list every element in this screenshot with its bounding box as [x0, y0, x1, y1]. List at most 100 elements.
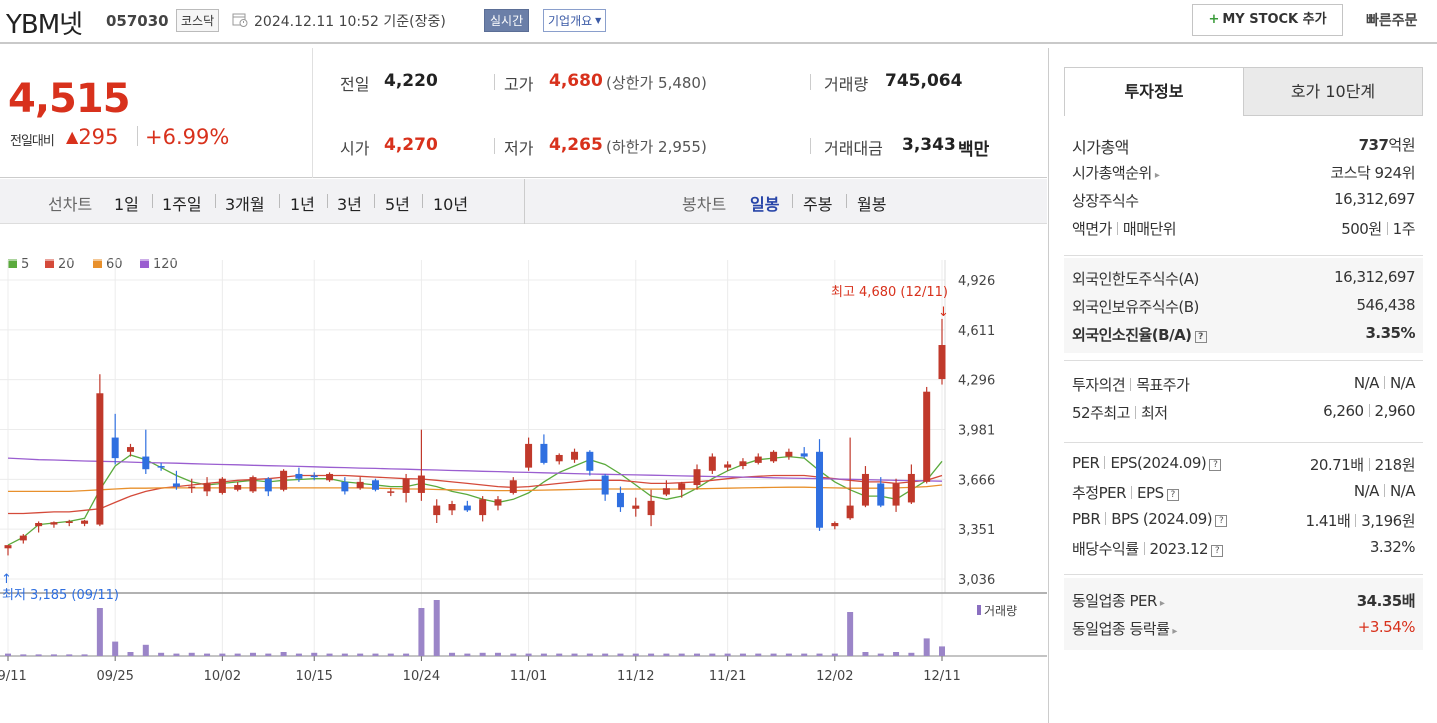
candle-body — [907, 473, 915, 503]
candle-body — [35, 522, 43, 527]
dividend-value: 3.32% — [1369, 538, 1416, 556]
amount-value: 3,343 — [902, 135, 956, 155]
volume-bar — [816, 653, 823, 656]
volume-bar — [494, 652, 501, 656]
y-tick-label: 4,296 — [958, 374, 995, 389]
legend-ma60: 60 — [93, 257, 123, 272]
industry-per-value: 34.35배 — [1356, 592, 1416, 610]
price-change: ▲295 — [66, 125, 118, 149]
candle-body — [770, 451, 778, 462]
pbr-labels: PBR BPS (2024.09)? — [1072, 510, 1228, 528]
company-overview-dropdown[interactable]: 기업개요 ▼ — [543, 9, 607, 32]
legend-ma120: 120 — [140, 257, 178, 272]
candle-weekly[interactable]: 주봉 — [803, 195, 833, 214]
chevron-right-icon: ▸ — [1154, 170, 1160, 181]
week52-high-label: 52주최고 — [1072, 404, 1131, 422]
candle-monthly[interactable]: 월봉 — [857, 195, 887, 214]
prev-close-label: 전일 — [340, 75, 370, 94]
est-eps-label: EPS — [1137, 484, 1164, 502]
plus-icon: + — [1208, 12, 1220, 27]
candle-body — [417, 475, 425, 493]
volume-bar — [249, 652, 256, 656]
period-1w[interactable]: 1주일 — [162, 195, 202, 214]
volume-bar — [387, 653, 394, 656]
divider — [374, 194, 375, 208]
high-value: 4,680 — [549, 71, 603, 91]
listed-shares-value: 16,312,697 — [1334, 190, 1415, 208]
period-3m[interactable]: 3개월 — [225, 195, 265, 214]
change-label: 전일대비 — [10, 134, 55, 149]
candle-body — [601, 475, 609, 495]
divider — [422, 194, 423, 208]
candle-body — [632, 505, 640, 509]
volume-bar — [204, 653, 211, 656]
help-icon[interactable]: ? — [1211, 545, 1224, 557]
candle-body — [923, 391, 931, 482]
candle-daily[interactable]: 일봉 — [750, 195, 780, 214]
candle-body — [433, 505, 441, 516]
legend-swatch — [45, 259, 54, 268]
period-10y[interactable]: 10년 — [433, 195, 469, 214]
candle-body — [341, 481, 349, 492]
divider — [215, 194, 216, 208]
divider — [1105, 512, 1107, 525]
volume-bar — [801, 653, 808, 656]
legend-ma20: 20 — [45, 257, 75, 272]
dividend-labels: 배당수익률 2023.12? — [1072, 538, 1224, 559]
ma120-line — [7, 457, 943, 482]
y-tick-label: 3,351 — [958, 523, 995, 538]
candle-body — [50, 522, 58, 525]
volume-bar — [877, 653, 884, 656]
market-cap-rank-link[interactable]: 시가총액순위 ▸ — [1072, 162, 1160, 183]
foreign-hold-value: 546,438 — [1356, 296, 1415, 314]
opinion-values: N/A N/A — [1353, 374, 1416, 392]
period-5y[interactable]: 5년 — [385, 195, 410, 214]
volume-bar — [188, 652, 195, 656]
help-icon[interactable]: ? — [1194, 331, 1207, 343]
help-icon[interactable]: ? — [1209, 459, 1222, 471]
help-icon[interactable]: ? — [1166, 489, 1179, 501]
est-per-value: N/A — [1353, 482, 1380, 500]
volume-bar — [265, 653, 272, 656]
dividend-year: 2023.12 — [1149, 540, 1209, 558]
volume-bar — [311, 652, 318, 656]
candle-body — [264, 478, 272, 492]
candle-body — [142, 456, 150, 470]
volume-bar — [295, 653, 302, 656]
industry-per-link[interactable]: 동일업종 PER ▸ — [1072, 590, 1165, 611]
industry-change-link[interactable]: 동일업종 등락률 ▸ — [1072, 618, 1177, 639]
period-3y[interactable]: 3년 — [337, 195, 362, 214]
est-per-label: 추정PER — [1072, 484, 1127, 502]
divider — [1368, 404, 1370, 417]
realtime-button[interactable]: 실시간 — [484, 9, 530, 32]
candle-body — [571, 451, 579, 460]
candle-body — [785, 451, 793, 457]
amount-unit: 백만 — [958, 140, 990, 160]
divider — [1135, 406, 1136, 419]
quick-order-link[interactable]: 빠른주문 — [1366, 13, 1418, 29]
opinion-value: N/A — [1353, 374, 1380, 392]
period-1y[interactable]: 1년 — [290, 195, 315, 214]
candlestick-svg: 4,926 4,611 4,296 3,981 3,666 3,351 3,036 09/11… — [0, 259, 1047, 684]
tab-invest-info[interactable]: 투자정보 — [1064, 67, 1244, 116]
volume-bar — [556, 653, 563, 656]
low-value: 4,265 — [549, 135, 603, 155]
add-my-stock-button[interactable]: + MY STOCK 추가 — [1192, 4, 1343, 36]
candle-body — [371, 480, 379, 490]
candle-body — [479, 499, 487, 516]
tab-orderbook-10[interactable]: 호가 10단계 — [1243, 67, 1423, 116]
price-chart: 5 20 60 120 4,926 4,611 4,296 3,981 3,666 3,3… — [0, 224, 1047, 723]
divider — [312, 48, 313, 178]
candle-body — [938, 345, 946, 380]
volume-bar — [586, 653, 593, 656]
week52-values: 6,260 2,960 — [1323, 402, 1415, 420]
candle-body — [724, 464, 732, 468]
volume-bar — [280, 652, 287, 656]
volume-bar — [234, 653, 241, 656]
help-icon[interactable]: ? — [1215, 515, 1228, 527]
period-1d[interactable]: 1일 — [114, 195, 139, 214]
period-selector: 선차트 1일 1주일 3개월 1년 3년 5년 10년 봉차트 일봉 주봉 월봉 — [0, 179, 1047, 224]
foreign-limit-value: 16,312,697 — [1334, 268, 1415, 286]
y-tick-label: 3,666 — [958, 473, 995, 488]
x-tick-label: 10/24 — [403, 669, 440, 684]
